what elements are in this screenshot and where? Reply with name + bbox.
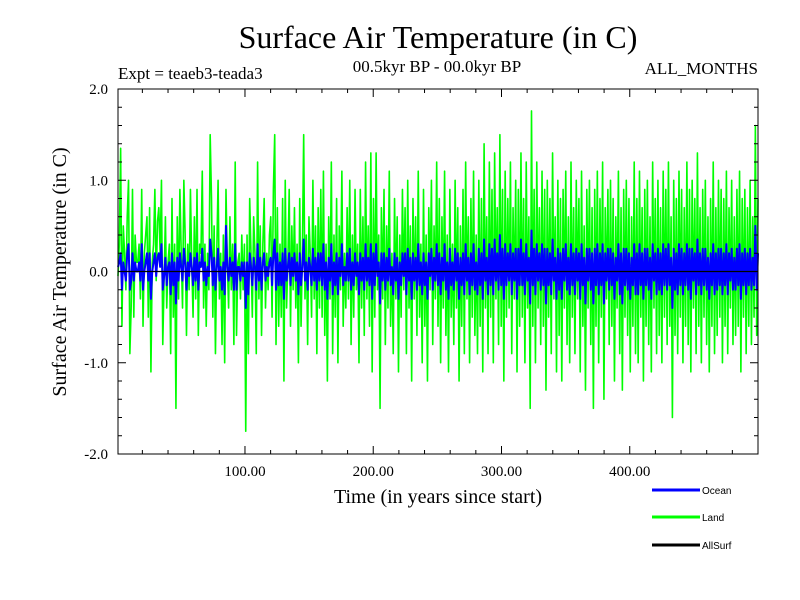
chart-subtitle-left: Expt = teaeb3-teada3 [118, 64, 263, 83]
y-tick-label: 0.0 [89, 265, 108, 281]
x-tick-label: 300.00 [481, 464, 522, 480]
chart-subtitle-center: 00.5kyr BP - 00.0kyr BP [353, 57, 521, 76]
y-axis-label: Surface Air Temperature (in C) [49, 147, 71, 396]
legend-label-ocean: Ocean [702, 486, 731, 497]
x-tick-label: 400.00 [609, 464, 650, 480]
series-layer [117, 110, 759, 432]
y-tick-label: 1.0 [89, 173, 108, 189]
legend-label-allsurf: AllSurf [702, 541, 732, 552]
series-line-ocean [117, 224, 759, 309]
x-axis-label: Time (in years since start) [334, 486, 542, 508]
x-tick-label: 200.00 [353, 464, 394, 480]
y-tick-label: -2.0 [84, 447, 108, 463]
legend-label-land: Land [702, 513, 724, 524]
chart-title: Surface Air Temperature (in C) [239, 19, 638, 55]
y-tick-label: 2.0 [89, 82, 108, 98]
y-tick-label: -1.0 [84, 356, 108, 372]
legend: Ocean Land AllSurf [652, 486, 732, 552]
series-line-land [117, 110, 759, 432]
x-tick-label: 100.00 [224, 464, 265, 480]
chart-subtitle-right: ALL_MONTHS [645, 59, 758, 78]
tick-layer: 100.00 200.00 300.00 400.00 -2.0 -1.0 0.0 1.0 2.… [84, 82, 758, 480]
